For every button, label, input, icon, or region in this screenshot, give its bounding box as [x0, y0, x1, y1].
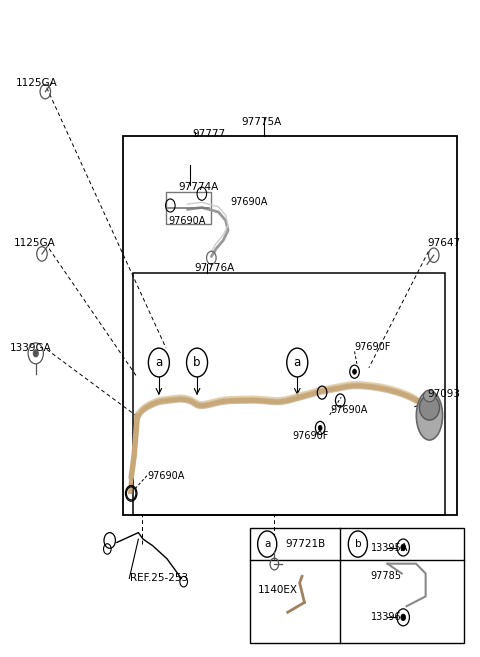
Text: 97690A: 97690A	[230, 196, 268, 206]
Ellipse shape	[420, 396, 440, 420]
Circle shape	[148, 348, 169, 377]
Text: 97774A: 97774A	[178, 182, 218, 193]
Text: 97690F: 97690F	[292, 432, 329, 442]
Bar	[250, 528, 464, 643]
Text: 97647: 97647	[427, 238, 460, 248]
Text: b: b	[355, 539, 361, 549]
Circle shape	[353, 369, 357, 374]
Text: a: a	[294, 356, 301, 369]
Text: a: a	[264, 539, 270, 549]
Circle shape	[401, 614, 406, 621]
Text: 13395A: 13395A	[371, 543, 408, 553]
Text: 1125GA: 1125GA	[13, 238, 55, 248]
Text: b: b	[193, 356, 201, 369]
Text: 97721B: 97721B	[285, 539, 325, 549]
Ellipse shape	[416, 391, 443, 440]
Text: 1140EX: 1140EX	[258, 585, 298, 595]
Text: 97690A: 97690A	[147, 470, 184, 481]
Text: 97777: 97777	[192, 129, 226, 139]
Text: 97690F: 97690F	[355, 342, 391, 351]
Text: 97690A: 97690A	[331, 405, 368, 415]
Bar	[132, 273, 445, 515]
Circle shape	[187, 348, 207, 377]
Text: REF.25-253: REF.25-253	[130, 574, 188, 583]
Ellipse shape	[423, 390, 435, 402]
Circle shape	[287, 348, 308, 377]
Text: 97690A: 97690A	[168, 215, 206, 225]
Text: 97776A: 97776A	[195, 263, 235, 273]
Bar	[123, 135, 457, 515]
Circle shape	[33, 350, 38, 357]
Text: 1125GA: 1125GA	[16, 78, 58, 88]
Bar	[166, 193, 211, 224]
Circle shape	[258, 531, 277, 557]
Text: 13396: 13396	[371, 612, 401, 622]
Circle shape	[348, 531, 367, 557]
Text: 97775A: 97775A	[241, 118, 282, 127]
Text: 1339GA: 1339GA	[10, 343, 52, 353]
Circle shape	[401, 544, 406, 551]
Text: 97093: 97093	[427, 389, 460, 399]
Circle shape	[318, 425, 322, 430]
Text: 97785: 97785	[371, 571, 402, 581]
Text: a: a	[155, 356, 163, 369]
